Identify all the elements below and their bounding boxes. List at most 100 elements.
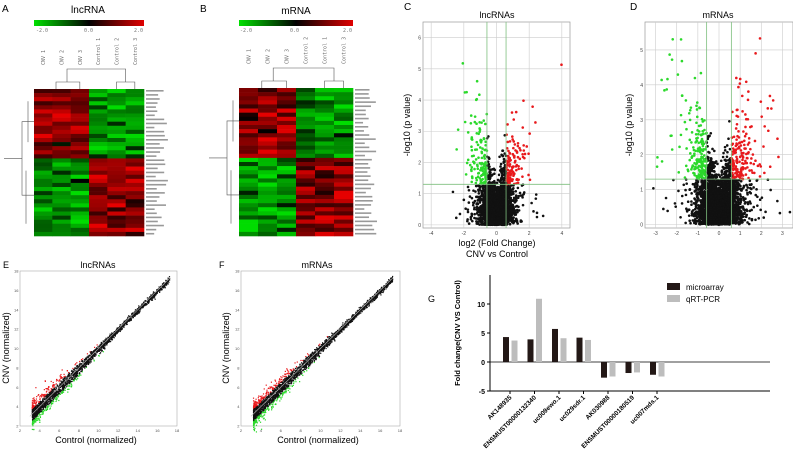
panel-b-letter: B	[200, 4, 207, 15]
data-point	[470, 148, 474, 152]
data-point	[754, 159, 757, 163]
data-point	[744, 125, 747, 129]
x-tick-label: 4	[560, 231, 563, 237]
heatmap-cell	[239, 178, 259, 183]
heatmap-cell	[107, 191, 126, 196]
heatmap-cell	[258, 88, 278, 93]
data-point	[512, 154, 516, 158]
y-tick-label: 1	[640, 188, 643, 194]
heatmap-cell	[125, 187, 145, 192]
data-point	[478, 209, 482, 213]
heatmap-cell	[277, 190, 297, 196]
heatmap-cell	[239, 149, 259, 155]
heatmap-cell	[334, 174, 354, 179]
heatmap-cell	[296, 174, 316, 179]
data-point	[714, 160, 718, 163]
data-point	[491, 222, 495, 226]
heatmap-cell	[239, 108, 259, 113]
data-point	[507, 176, 511, 179]
heatmap-cell	[89, 170, 108, 176]
data-point	[478, 217, 482, 221]
data-point	[509, 200, 513, 204]
data-point	[508, 164, 511, 168]
sample-label: Control 1	[96, 38, 102, 65]
heatmap-cell	[107, 105, 126, 110]
heatmap-cell	[34, 133, 53, 139]
heatmap-cell	[315, 178, 335, 183]
row-gene-label	[146, 220, 158, 223]
data-point	[515, 168, 518, 172]
heatmap-cell	[334, 182, 354, 187]
data-point	[493, 168, 497, 172]
data-point	[695, 104, 698, 108]
heatmap-cell	[52, 158, 71, 163]
heatmap-cell	[34, 125, 53, 131]
data-point	[528, 178, 532, 182]
heatmap-cell	[125, 162, 145, 167]
row-gene-label	[146, 114, 155, 117]
row-gene-label	[355, 142, 365, 145]
data-point	[758, 37, 762, 40]
heatmap-cell	[277, 96, 297, 101]
heatmap-cell	[107, 154, 126, 159]
heatmap-cell	[89, 223, 108, 229]
row-gene-label	[146, 175, 156, 178]
heatmap-cell	[125, 158, 145, 163]
column-dendrogram	[261, 67, 344, 88]
heatmap-cell	[239, 133, 259, 138]
data-point	[519, 194, 522, 197]
data-point	[515, 204, 519, 208]
heatmap-cell	[296, 203, 316, 208]
heatmap-cell	[258, 219, 278, 224]
data-point	[703, 128, 706, 132]
data-point	[680, 59, 684, 63]
sample-label: Control 1	[323, 37, 329, 64]
heatmap-cell	[296, 125, 316, 130]
data-point	[486, 160, 490, 163]
data-point	[496, 217, 500, 220]
row-gene-label	[146, 228, 157, 231]
heatmap-cell	[258, 170, 278, 175]
data-point	[508, 218, 512, 222]
panel-c-xlabel2: CNV vs Control	[466, 249, 528, 259]
heatmap-cell	[315, 215, 335, 220]
heatmap-cell	[34, 113, 53, 118]
heatmap-cell	[334, 137, 354, 142]
heatmap-cell	[125, 223, 145, 229]
data-point	[682, 183, 686, 187]
heatmap-cell	[296, 211, 316, 216]
heatmap-cell	[34, 101, 53, 106]
data-point	[687, 111, 691, 115]
heatmap-cell	[52, 97, 71, 102]
data-point	[476, 202, 479, 205]
heatmap-cell	[277, 116, 297, 122]
heatmap-cell	[239, 194, 259, 200]
data-point	[464, 173, 468, 176]
heatmap-cell	[107, 121, 126, 127]
data-point	[454, 216, 458, 220]
heatmap-cell	[70, 121, 90, 127]
data-point	[693, 76, 697, 80]
heatmap-cell	[52, 142, 71, 147]
heatmap-cell	[107, 146, 126, 151]
data-point	[753, 139, 757, 143]
heatmap-cell	[125, 174, 145, 180]
heatmap-cell	[296, 227, 316, 233]
data-point	[502, 215, 505, 218]
data-point	[685, 127, 688, 131]
heatmap-cell	[34, 97, 53, 102]
heatmap-cell	[239, 145, 259, 150]
heatmap-cell	[277, 174, 297, 179]
data-point	[760, 115, 764, 118]
heatmap-cell	[89, 97, 108, 102]
data-point	[478, 130, 481, 134]
heatmap-cell	[239, 92, 259, 97]
heatmap-cell	[34, 227, 53, 233]
data-point	[462, 198, 466, 202]
heatmap-cell	[334, 223, 354, 229]
heatmap-cell	[107, 158, 126, 163]
heatmap-cell	[70, 231, 90, 237]
x-tick-label: -1	[696, 231, 701, 237]
data-point	[668, 53, 671, 56]
